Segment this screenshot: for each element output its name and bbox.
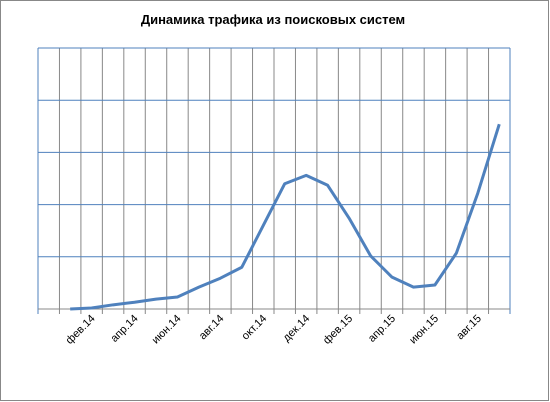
- line-series: [70, 123, 501, 311]
- chart-title: Динамика трафика из поисковых систем: [141, 12, 405, 27]
